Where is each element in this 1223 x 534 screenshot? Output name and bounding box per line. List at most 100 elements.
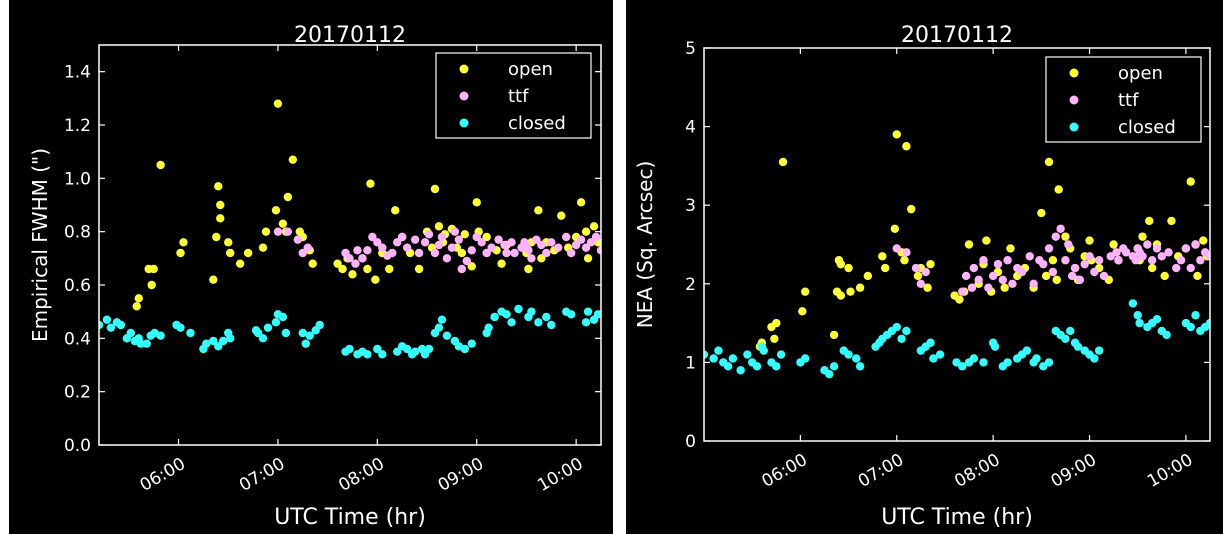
nea-point-open xyxy=(844,263,853,273)
nea-ytick-label: 5 xyxy=(685,39,696,59)
fwhm-point-open xyxy=(534,206,543,215)
nea-point-open xyxy=(982,236,991,245)
fwhm-point-ttf xyxy=(472,232,481,242)
nea-point-open xyxy=(846,287,855,296)
nea-point-closed xyxy=(752,362,762,371)
nea-point-open xyxy=(880,263,890,273)
fwhm-points xyxy=(99,99,601,359)
fwhm-legend-marker-open xyxy=(459,64,469,74)
fwhm-point-closed xyxy=(566,310,576,319)
nea-point-closed xyxy=(929,354,938,363)
fwhm-point-closed xyxy=(258,334,268,343)
nea-point-ttf xyxy=(1070,263,1080,273)
nea-legend-marker-ttf xyxy=(1069,95,1079,105)
nea-point-closed xyxy=(969,354,979,363)
fwhm-point-closed xyxy=(402,344,412,354)
fwhm-point-closed xyxy=(202,339,211,348)
fwhm-point-open xyxy=(176,248,185,258)
nea-point-open xyxy=(902,142,911,151)
fwhm-point-open xyxy=(537,254,546,263)
nea-xtick-label: 08:00 xyxy=(951,450,1003,492)
nea-point-ttf xyxy=(1152,244,1162,253)
fwhm-point-closed xyxy=(442,331,452,340)
nea-point-open xyxy=(892,130,901,139)
nea-point-closed xyxy=(892,322,901,332)
fwhm-point-closed xyxy=(460,344,470,354)
fwhm-point-open xyxy=(149,264,158,274)
fwhm-point-closed xyxy=(126,328,136,338)
nea-point-open xyxy=(1006,244,1015,253)
nea-point-ttf xyxy=(921,267,930,277)
nea-point-ttf xyxy=(1114,256,1123,265)
fwhm-point-ttf xyxy=(368,232,377,242)
nea-point-ttf xyxy=(916,279,926,288)
fwhm-point-closed xyxy=(542,312,551,322)
fwhm-point-ttf xyxy=(437,232,447,242)
fwhm-point-ttf xyxy=(351,259,360,268)
fwhm-point-closed xyxy=(363,350,372,359)
nea-legend-marker-closed xyxy=(1069,122,1079,132)
fwhm-point-closed xyxy=(102,315,112,324)
nea-point-closed xyxy=(935,350,945,359)
nea-point-ttf xyxy=(958,287,967,296)
fwhm-point-ttf xyxy=(283,227,293,236)
nea-point-open xyxy=(923,283,932,292)
nea-point-closed xyxy=(958,362,967,371)
fwhm-point-closed xyxy=(393,347,402,356)
fwhm-ytick-label: 1.0 xyxy=(64,169,91,189)
nea-point-open xyxy=(890,224,900,233)
fwhm-point-closed xyxy=(106,323,116,332)
fwhm-point-closed xyxy=(142,339,151,348)
nea-point-ttf xyxy=(1029,279,1038,288)
fwhm-point-ttf xyxy=(454,235,464,244)
fwhm-point-open xyxy=(366,179,375,188)
fwhm-point-open xyxy=(216,200,225,210)
nea-ytick-label: 3 xyxy=(685,196,696,216)
nea-legend: open ttf closed xyxy=(1045,56,1202,143)
nea-point-open xyxy=(1199,236,1208,245)
nea-point-closed xyxy=(1094,346,1104,355)
fwhm-ytick-label: 0.4 xyxy=(64,329,91,349)
nea-point-closed xyxy=(1090,354,1099,363)
fwhm-point-closed xyxy=(226,334,235,343)
nea-xtick-label: 06:00 xyxy=(758,450,810,492)
nea-point-ttf xyxy=(993,259,1003,269)
fwhm-point-ttf xyxy=(566,248,576,258)
fwhm-point-closed xyxy=(301,339,310,348)
nea-point-closed xyxy=(990,342,1000,351)
nea-point-open xyxy=(855,283,865,292)
fwhm-point-ttf xyxy=(500,240,509,250)
fwhm-point-open xyxy=(589,222,599,231)
nea-point-ttf xyxy=(1143,240,1152,249)
nea-point-ttf xyxy=(1138,252,1147,261)
nea-point-ttf xyxy=(1008,279,1017,288)
fwhm-point-closed xyxy=(467,339,476,348)
nea-point-open xyxy=(836,259,846,269)
nea-point-ttf xyxy=(1075,275,1085,285)
fwhm-point-closed xyxy=(507,318,516,327)
fwhm-point-closed xyxy=(502,310,511,319)
fwhm-point-ttf xyxy=(510,248,519,258)
fwhm-point-open xyxy=(557,211,566,220)
nea-point-ttf xyxy=(1039,259,1048,269)
nea-point-closed xyxy=(855,362,865,371)
fwhm-point-closed xyxy=(534,318,543,327)
fwhm-xtick-label: 06:00 xyxy=(137,454,189,496)
nea-point-closed xyxy=(926,338,935,347)
fwhm-point-open xyxy=(156,160,165,170)
nea-point-closed xyxy=(852,354,861,363)
fwhm-point-ttf xyxy=(524,246,533,255)
nea-point-open xyxy=(798,307,807,316)
nea-point-ttf xyxy=(1157,252,1167,261)
nea-point-ttf xyxy=(1172,263,1181,273)
nea-point-open xyxy=(955,295,964,304)
fwhm-point-closed xyxy=(484,323,493,332)
fwhm-point-ttf xyxy=(581,243,591,252)
fwhm-point-open xyxy=(482,232,491,242)
fwhm-point-closed xyxy=(581,318,591,327)
fwhm-point-open xyxy=(333,259,342,268)
nea-point-closed xyxy=(1044,358,1054,367)
nea-point-open xyxy=(1145,216,1154,226)
fwhm-point-closed xyxy=(437,315,447,324)
fwhm-point-ttf xyxy=(507,238,516,247)
